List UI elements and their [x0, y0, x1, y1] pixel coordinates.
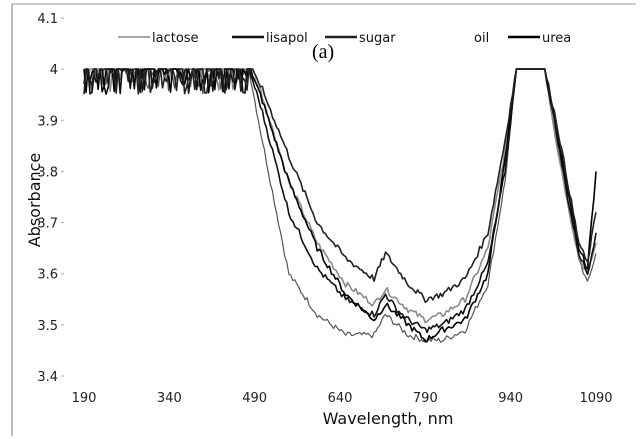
y-tick-label: 3.8 — [37, 165, 58, 180]
legend-label-urea: urea — [542, 31, 571, 46]
legend-label-lisapol: lisapol — [266, 31, 308, 46]
x-tick-label: 940 — [498, 391, 523, 406]
legend: lactose lisapol sugar oil urea — [118, 31, 571, 46]
y-tick-label: 3.5 — [37, 319, 58, 334]
y-tick-label: 3.9 — [37, 114, 58, 129]
panel-label: (a) — [312, 41, 334, 63]
y-tick-label: 3.7 — [37, 217, 58, 232]
x-tick-label: 190 — [72, 391, 97, 406]
y-axis-title: Absorbance — [25, 153, 44, 248]
y-tick-label: 3.6 — [37, 268, 58, 283]
legend-label-sugar: sugar — [359, 31, 396, 46]
x-axis: 190 340 490 640 790 940 1090 — [72, 391, 613, 406]
x-tick-label: 340 — [157, 391, 182, 406]
x-tick-label: 490 — [242, 391, 267, 406]
x-axis-title: Wavelength, nm — [323, 409, 454, 428]
x-tick-label: 1090 — [579, 391, 612, 406]
series-line-sugar — [83, 68, 597, 304]
series-line-lisapol — [83, 68, 597, 334]
y-tick-label: 4 — [50, 63, 58, 78]
y-axis: 3.4 3.5 3.6 3.7 3.8 3.9 4 4.1 — [37, 12, 64, 385]
legend-label-lactose: lactose — [152, 31, 199, 46]
series-line-oil — [84, 68, 597, 343]
series-line-urea — [83, 68, 597, 343]
y-tick-label: 3.4 — [37, 370, 58, 385]
frame — [11, 3, 636, 436]
legend-label-oil: oil — [474, 31, 489, 46]
x-tick-label: 640 — [328, 391, 353, 406]
x-tick-label: 790 — [413, 391, 438, 406]
plot-area — [83, 68, 597, 343]
y-tick-label: 4.1 — [37, 12, 58, 27]
